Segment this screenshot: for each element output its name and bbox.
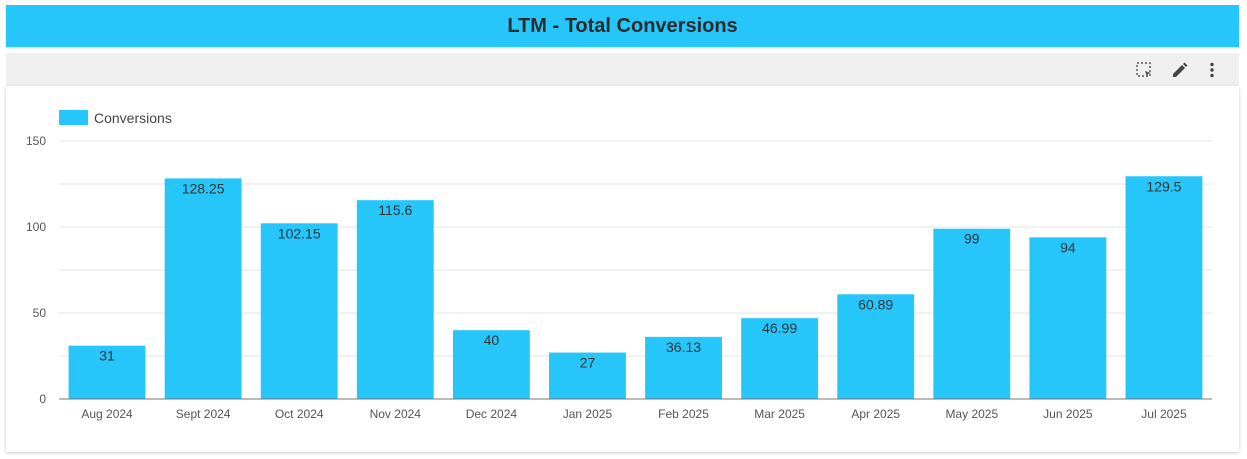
legend-swatch [59, 110, 88, 125]
chart-title: LTM - Total Conversions [507, 14, 738, 37]
bar-data-label: 40 [484, 332, 500, 348]
x-tick-label: May 2025 [945, 407, 998, 421]
bar-chart: Conversions 31 128.25 102.15 115.6 40 27 36.13… [26, 110, 1212, 421]
edit-icon[interactable] [1170, 60, 1190, 80]
chart-card: Conversions 31 128.25 102.15 115.6 40 27 36.13… [6, 86, 1239, 452]
bar-data-label: 115.6 [378, 202, 412, 218]
x-tick-label: Mar 2025 [754, 407, 805, 421]
bar[interactable] [837, 294, 915, 399]
bar[interactable] [260, 223, 338, 399]
bar-data-label: 36.13 [666, 339, 701, 355]
bar-data-label: 129.5 [1146, 178, 1181, 194]
select-region-icon[interactable] [1134, 60, 1154, 80]
x-tick-label: Dec 2024 [466, 407, 518, 421]
bar[interactable] [68, 345, 146, 399]
x-tick-label: Oct 2024 [275, 407, 324, 421]
bar-data-label: 99 [964, 231, 980, 247]
legend-label: Conversions [94, 110, 172, 126]
x-tick-label: Feb 2025 [658, 407, 709, 421]
bar[interactable] [164, 178, 242, 399]
bar[interactable] [549, 352, 626, 399]
bar[interactable] [933, 228, 1011, 399]
y-tick-label: 150 [26, 134, 46, 148]
bar-data-label: 94 [1060, 239, 1076, 255]
bar[interactable] [741, 318, 819, 399]
bar-data-label: 46.99 [762, 320, 797, 336]
x-tick-label: Nov 2024 [370, 407, 422, 421]
x-tick-label: Jul 2025 [1141, 407, 1187, 421]
y-tick-label: 100 [26, 220, 46, 234]
bar-data-label: 60.89 [858, 296, 893, 312]
y-tick-label: 50 [33, 306, 47, 320]
bar[interactable] [356, 200, 434, 399]
bar[interactable] [452, 330, 530, 399]
bar[interactable] [1029, 237, 1107, 399]
bar-data-label: 27 [580, 355, 596, 371]
bar[interactable] [645, 336, 722, 399]
x-tick-label: Sept 2024 [176, 407, 231, 421]
chart-title-bar: LTM - Total Conversions [6, 5, 1239, 47]
more-vert-icon[interactable] [1202, 60, 1222, 80]
chart-toolbar [6, 53, 1239, 86]
bar[interactable] [1125, 176, 1203, 399]
x-tick-label: Jun 2025 [1043, 407, 1093, 421]
bar-data-label: 31 [99, 348, 115, 364]
y-tick-label: 0 [39, 392, 46, 406]
x-tick-label: Jan 2025 [563, 407, 613, 421]
bar-data-label: 102.15 [278, 225, 321, 241]
bar-data-label: 128.25 [182, 180, 225, 196]
x-tick-label: Aug 2024 [81, 407, 133, 421]
x-tick-label: Apr 2025 [851, 407, 900, 421]
legend: Conversions [59, 110, 172, 126]
